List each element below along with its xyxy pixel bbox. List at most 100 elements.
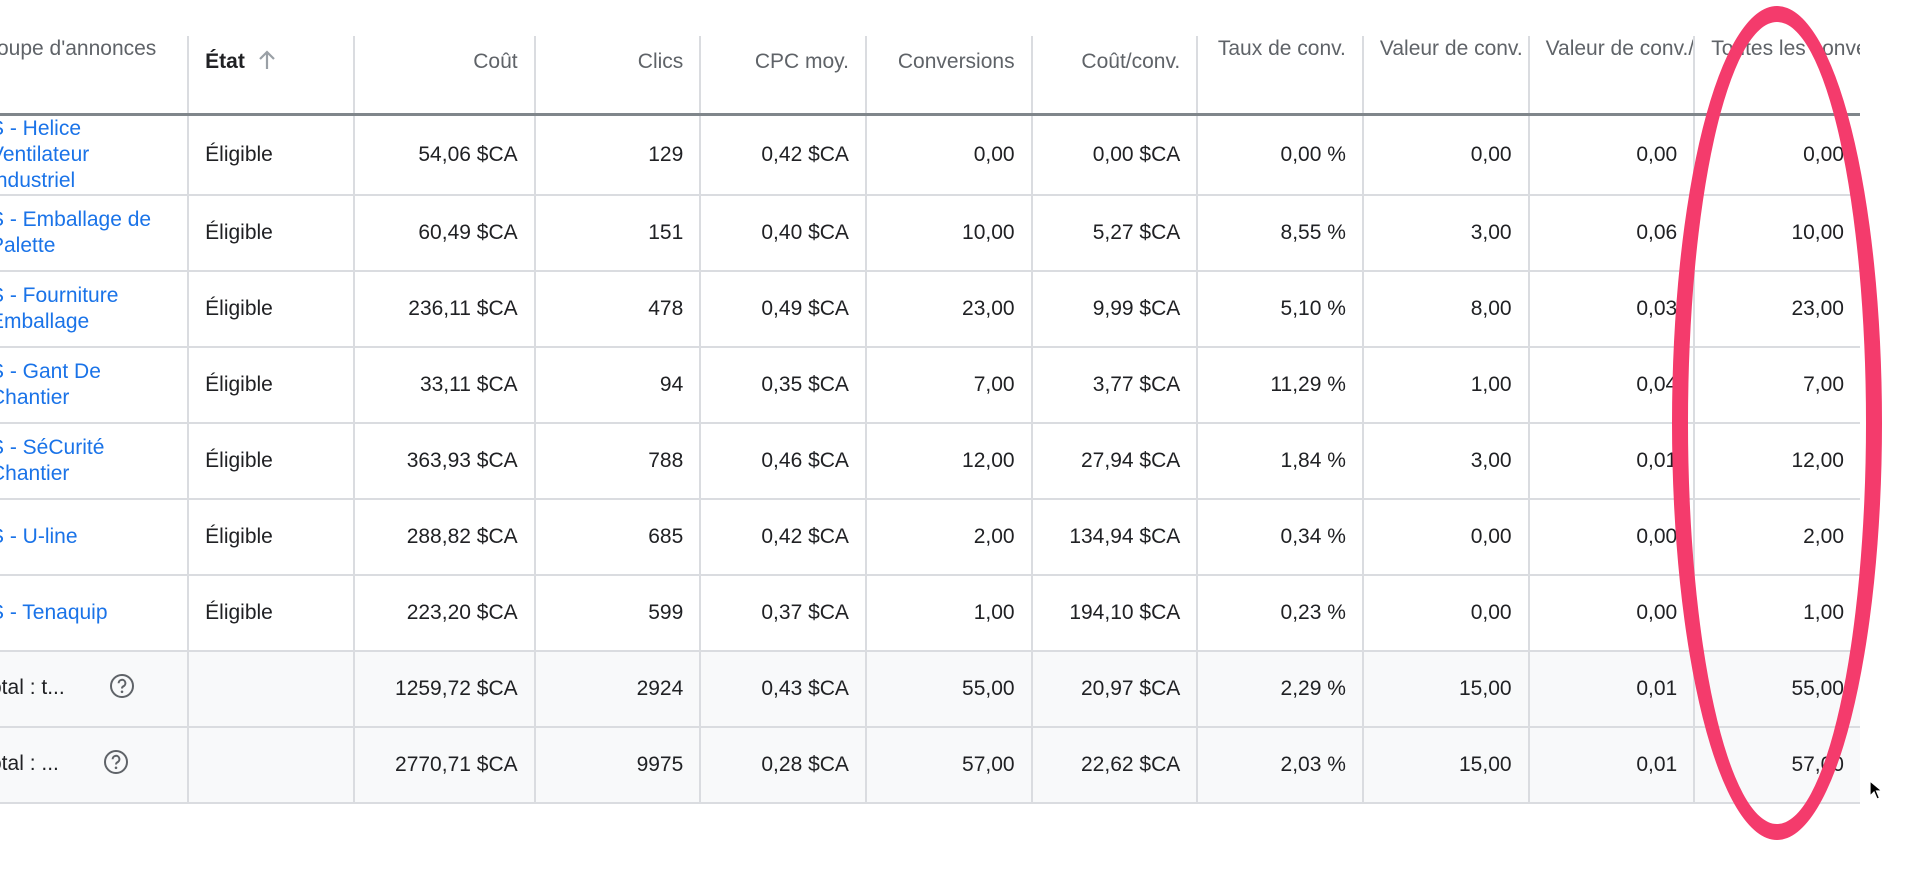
all-conversions-cell: 10,00 xyxy=(1694,195,1860,272)
column-header-label: Valeur de conv./coût xyxy=(1545,37,1695,60)
column-header-ad-group[interactable]: roupe d'annonces xyxy=(0,36,190,116)
column-header-label: Clics xyxy=(637,50,684,73)
question-circle-icon[interactable] xyxy=(109,673,135,706)
conv-rate-cell: 1,84 % xyxy=(1197,423,1364,500)
column-header-cost[interactable]: Coût xyxy=(353,36,536,116)
all-conversions-cell: 55,00 xyxy=(1694,651,1860,728)
conv-value-cell: 0,00 xyxy=(1362,575,1530,652)
avg-cpc-cell: 0,43 $CA xyxy=(700,651,867,728)
total-label: otal : ... xyxy=(0,751,59,775)
table-row: S - Gant De Chantier Éligible 33,11 $CA … xyxy=(0,347,1860,424)
cost-per-conv-cell: 134,94 $CA xyxy=(1031,499,1199,576)
avg-cpc-cell: 0,37 $CA xyxy=(700,575,867,652)
conv-rate-cell: 5,10 % xyxy=(1197,271,1364,348)
table-row: S - Fourniture Emballage Éligible 236,11… xyxy=(0,271,1860,348)
conv-rate-cell: 2,29 % xyxy=(1197,651,1364,728)
avg-cpc-cell: 0,40 $CA xyxy=(700,195,867,272)
all-conversions-cell: 57,00 xyxy=(1694,727,1860,804)
conv-value-cell: 3,00 xyxy=(1362,195,1530,272)
cursor-icon xyxy=(1869,779,1885,805)
column-header-label: État xyxy=(205,50,245,73)
column-header-all-conversions[interactable]: Toutes les conversions xyxy=(1694,36,1860,116)
avg-cpc-cell: 0,46 $CA xyxy=(700,423,867,500)
column-header-label: Valeur de conv. xyxy=(1379,37,1523,60)
conv-value-cell: 3,00 xyxy=(1362,423,1530,500)
table-row: S - SéCurité Chantier Éligible 363,93 $C… xyxy=(0,423,1860,500)
question-circle-icon[interactable] xyxy=(103,749,129,782)
column-header-conversions[interactable]: Conversions xyxy=(865,36,1033,116)
clicks-cell: 151 xyxy=(534,195,702,272)
state-cell: Éligible xyxy=(188,195,355,272)
column-header-conv-rate[interactable]: Taux de conv. xyxy=(1197,36,1364,116)
cost-per-conv-cell: 0,00 $CA xyxy=(1031,114,1199,196)
state-cell: Éligible xyxy=(188,114,355,196)
ad-group-link[interactable]: S - Emballage de Palette xyxy=(0,195,190,272)
conv-rate-cell: 11,29 % xyxy=(1197,347,1364,424)
column-header-label: Coût xyxy=(473,50,518,73)
column-header-label: Conversions xyxy=(897,50,1015,73)
conv-value-cell: 1,00 xyxy=(1362,347,1530,424)
cost-cell: 2770,71 $CA xyxy=(353,727,536,804)
value-per-cost-cell: 0,00 xyxy=(1528,114,1696,196)
cost-per-conv-cell: 20,97 $CA xyxy=(1031,651,1199,728)
column-header-cost-per-conv[interactable]: Coût/conv. xyxy=(1031,36,1199,116)
conversions-cell: 0,00 xyxy=(865,114,1033,196)
conversions-cell: 55,00 xyxy=(865,651,1033,728)
column-header-clicks[interactable]: Clics xyxy=(534,36,702,116)
value-per-cost-cell: 0,01 xyxy=(1528,423,1696,500)
column-header-label: Toutes les conversions xyxy=(1711,37,1860,60)
avg-cpc-cell: 0,35 $CA xyxy=(700,347,867,424)
total-label: otal : t... xyxy=(0,675,65,699)
state-cell: Éligible xyxy=(188,499,355,576)
conv-rate-cell: 0,23 % xyxy=(1197,575,1364,652)
clicks-cell: 685 xyxy=(534,499,702,576)
all-conversions-cell: 7,00 xyxy=(1694,347,1860,424)
ad-groups-table: roupe d'annonces État Coût Clics CPC moy… xyxy=(0,36,1860,804)
column-header-avg-cpc[interactable]: CPC moy. xyxy=(700,36,867,116)
conv-value-cell: 0,00 xyxy=(1362,114,1530,196)
cost-cell: 363,93 $CA xyxy=(353,423,536,500)
table-row: S - Tenaquip Éligible 223,20 $CA 599 0,3… xyxy=(0,575,1860,652)
cost-per-conv-cell: 5,27 $CA xyxy=(1031,195,1199,272)
column-header-conv-value[interactable]: Valeur de conv. xyxy=(1362,36,1530,116)
ad-group-link[interactable]: S - Gant De Chantier xyxy=(0,347,190,424)
ad-group-link[interactable]: S - U-line xyxy=(0,499,190,576)
total-label-cell: otal : t... xyxy=(0,651,190,728)
clicks-cell: 2924 xyxy=(534,651,702,728)
column-header-state[interactable]: État xyxy=(188,36,355,116)
avg-cpc-cell: 0,42 $CA xyxy=(700,499,867,576)
conv-rate-cell: 2,03 % xyxy=(1197,727,1364,804)
arrow-up-icon[interactable] xyxy=(257,49,277,78)
table-row: S - U-line Éligible 288,82 $CA 685 0,42 … xyxy=(0,499,1860,576)
value-per-cost-cell: 0,01 xyxy=(1528,727,1696,804)
value-per-cost-cell: 0,01 xyxy=(1528,651,1696,728)
ad-group-link[interactable]: S - Fourniture Emballage xyxy=(0,271,190,348)
conversions-cell: 2,00 xyxy=(865,499,1033,576)
column-header-label: roupe d'annonces xyxy=(0,37,157,60)
ad-group-link[interactable]: S - SéCurité Chantier xyxy=(0,423,190,500)
conv-rate-cell: 8,55 % xyxy=(1197,195,1364,272)
cost-per-conv-cell: 3,77 $CA xyxy=(1031,347,1199,424)
ad-group-link[interactable]: S - Tenaquip xyxy=(0,575,190,652)
ad-group-link[interactable]: S - Helice Ventilateur Industriel xyxy=(0,114,190,196)
header-row: roupe d'annonces État Coût Clics CPC moy… xyxy=(0,36,1860,116)
conv-value-cell: 8,00 xyxy=(1362,271,1530,348)
clicks-cell: 788 xyxy=(534,423,702,500)
cost-cell: 236,11 $CA xyxy=(353,271,536,348)
all-conversions-cell: 23,00 xyxy=(1694,271,1860,348)
cost-cell: 60,49 $CA xyxy=(353,195,536,272)
value-per-cost-cell: 0,03 xyxy=(1528,271,1696,348)
cost-cell: 1259,72 $CA xyxy=(353,651,536,728)
column-header-value-per-cost[interactable]: Valeur de conv./coût xyxy=(1528,36,1696,116)
all-conversions-cell: 0,00 xyxy=(1694,114,1860,196)
state-cell: Éligible xyxy=(188,423,355,500)
table-body: S - Helice Ventilateur Industriel Éligib… xyxy=(0,114,1860,804)
conversions-cell: 7,00 xyxy=(865,347,1033,424)
conversions-cell: 1,00 xyxy=(865,575,1033,652)
conv-value-cell: 15,00 xyxy=(1362,727,1530,804)
total-label-cell: otal : ... xyxy=(0,727,190,804)
value-per-cost-cell: 0,06 xyxy=(1528,195,1696,272)
conversions-cell: 57,00 xyxy=(865,727,1033,804)
clicks-cell: 599 xyxy=(534,575,702,652)
